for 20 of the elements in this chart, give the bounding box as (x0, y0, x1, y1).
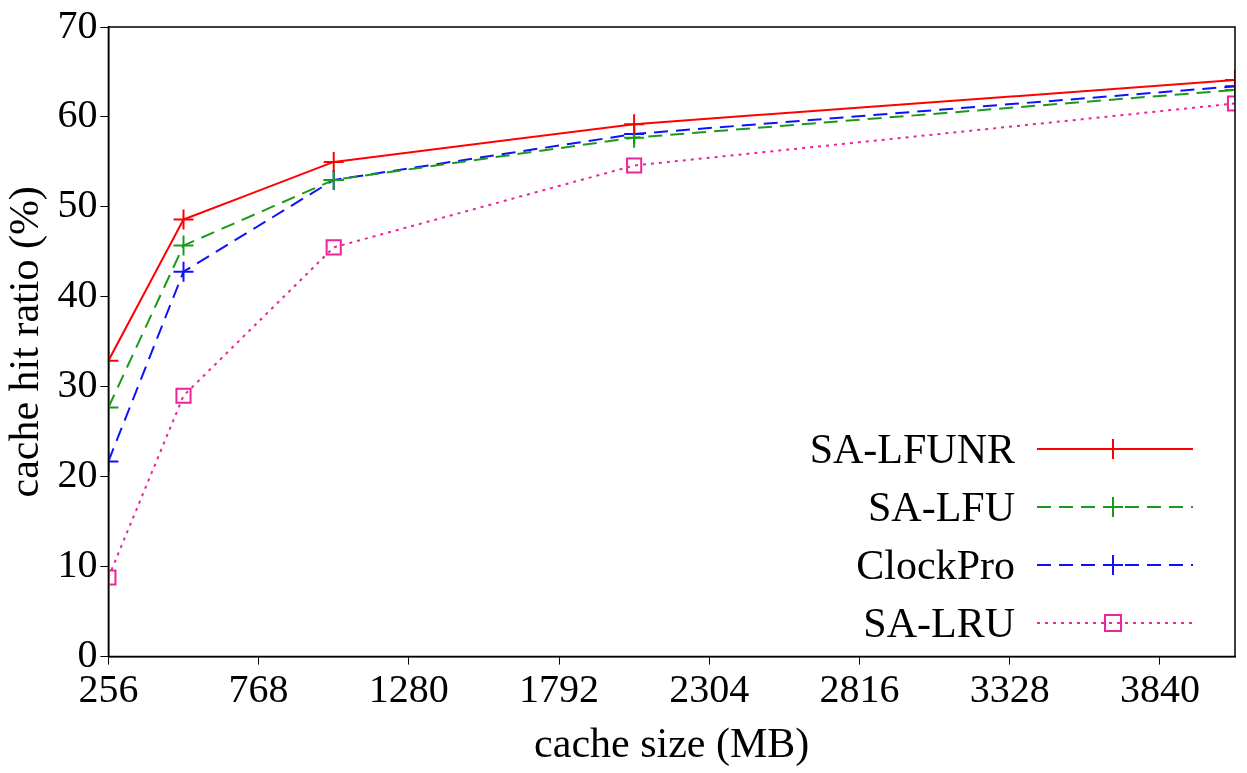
x-tick-label: 2304 (669, 666, 750, 712)
y-tick-label: 60 (57, 91, 98, 137)
y-tick-label: 70 (57, 1, 98, 47)
legend-label: SA-LFUNR (809, 425, 1015, 472)
y-tick-label: 10 (57, 541, 98, 587)
legend-label: SA-LFU (867, 483, 1015, 530)
y-tick-label: 20 (57, 451, 98, 497)
y-axis-title: cache hit ratio (%) (1, 186, 49, 498)
y-tick-label: 50 (57, 181, 98, 227)
x-axis-title: cache size (MB) (534, 719, 810, 767)
x-tick-label: 3840 (1119, 666, 1200, 712)
x-tick-label: 768 (228, 666, 289, 712)
legend-label: SA-LRU (863, 599, 1015, 646)
y-tick-label: 30 (57, 361, 98, 407)
x-tick-label: 1280 (368, 666, 449, 712)
y-tick-label: 40 (57, 271, 98, 317)
x-tick-label: 2816 (819, 666, 900, 712)
x-tick-label: 1792 (519, 666, 600, 712)
x-tick-label: 3328 (969, 666, 1050, 712)
legend-label: ClockPro (856, 541, 1015, 588)
